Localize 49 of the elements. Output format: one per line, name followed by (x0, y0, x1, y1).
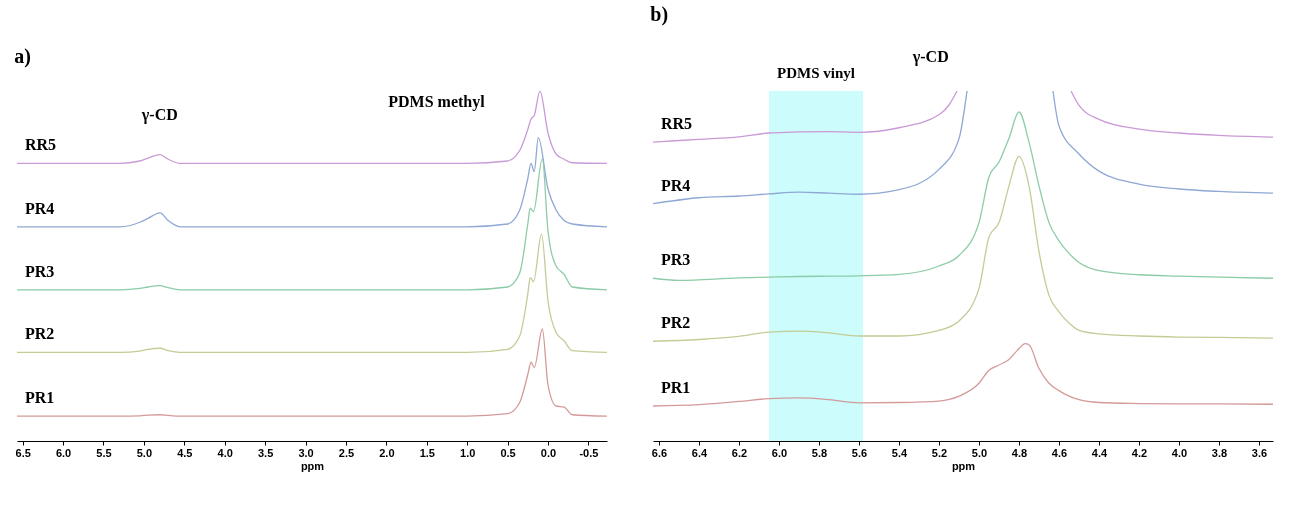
x-tick-label: 0.0 (540, 446, 557, 459)
annotation: PDMS methyl (388, 92, 486, 111)
x-tick-label: 0.5 (500, 446, 516, 459)
x-tick-label: 3.0 (298, 446, 314, 459)
x-tick-label: 4.4 (1091, 446, 1109, 459)
x-tick-label: 6.5 (15, 446, 31, 459)
x-tick-label: 5.5 (96, 446, 112, 459)
x-tick-label: 4.2 (1131, 446, 1148, 459)
x-tick-label: 4.5 (177, 446, 193, 459)
x-tick-label: 2.5 (338, 446, 355, 459)
x-tick-label: 3.5 (257, 446, 274, 459)
x-tick-label: 6.6 (651, 446, 668, 459)
x-tick-label: 2.0 (379, 446, 395, 459)
x-axis-title: ppm (300, 459, 325, 472)
x-tick-label: 4.0 (1171, 446, 1188, 459)
x-tick-label: 5.4 (891, 446, 909, 459)
series-label: PR3 (661, 251, 691, 269)
x-tick-label: 5.6 (851, 446, 868, 459)
x-tick-label: 5.0 (136, 446, 153, 459)
series-label: PR1 (25, 389, 55, 407)
chart-title: b) (650, 2, 669, 26)
x-tick-label: 1.0 (460, 446, 476, 459)
series-label: PR1 (661, 379, 691, 396)
x-tick-label: 5.8 (811, 446, 828, 459)
series-label: PR2 (25, 325, 55, 343)
x-tick-label: 3.6 (1251, 446, 1268, 459)
x-tick-label: 5.0 (971, 446, 988, 459)
x-tick-label: 3.8 (1211, 446, 1228, 459)
x-tick-label: 5.2 (931, 446, 948, 459)
series-label: PR4 (661, 176, 691, 194)
chart-title: a) (14, 45, 31, 68)
series-label: PR3 (25, 262, 55, 280)
x-tick-label: 6.4 (691, 446, 709, 459)
band-label: PDMS vinyl (777, 65, 855, 81)
x-tick-label: 6.0 (55, 446, 72, 459)
series-label: RR5 (661, 115, 693, 133)
series-label: PR2 (661, 314, 691, 332)
x-tick-label: 1.5 (419, 446, 435, 459)
x-tick-label: 6.0 (771, 446, 788, 459)
x-tick-label: -0.5 (579, 446, 599, 459)
annotation: γ-CD (140, 105, 178, 124)
x-tick-label: 6.2 (731, 446, 748, 459)
x-tick-label: 4.6 (1051, 446, 1068, 459)
x-axis-title: ppm (951, 459, 976, 472)
series-label: PR4 (25, 199, 55, 217)
text: γ-CD (911, 47, 949, 66)
series-label: RR5 (25, 136, 57, 154)
x-tick-label: 4.0 (217, 446, 233, 459)
x-tick-label: 4.8 (1011, 446, 1028, 459)
